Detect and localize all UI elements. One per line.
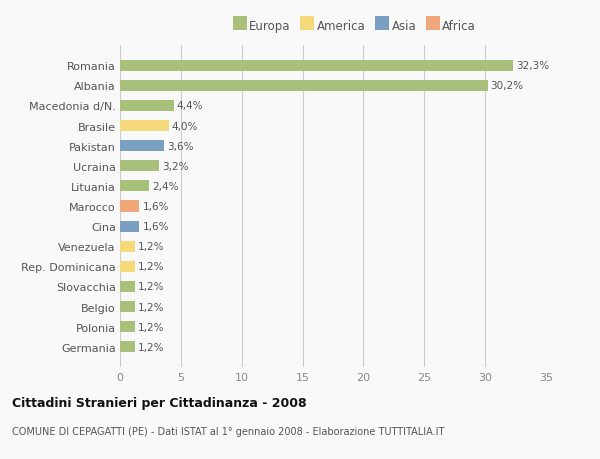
- Text: 1,2%: 1,2%: [137, 262, 164, 272]
- Text: 3,6%: 3,6%: [167, 141, 193, 151]
- Bar: [120, 321, 134, 332]
- Text: 1,6%: 1,6%: [143, 202, 169, 212]
- Text: 3,2%: 3,2%: [162, 162, 188, 171]
- Bar: [120, 101, 173, 112]
- Text: COMUNE DI CEPAGATTI (PE) - Dati ISTAT al 1° gennaio 2008 - Elaborazione TUTTITAL: COMUNE DI CEPAGATTI (PE) - Dati ISTAT al…: [12, 426, 445, 436]
- Bar: [120, 281, 134, 292]
- Text: 30,2%: 30,2%: [491, 81, 524, 91]
- Text: 1,2%: 1,2%: [137, 342, 164, 352]
- Legend: Europa, America, Asia, Africa: Europa, America, Asia, Africa: [233, 20, 476, 33]
- Bar: [120, 221, 139, 232]
- Text: 1,6%: 1,6%: [143, 222, 169, 232]
- Bar: [120, 241, 134, 252]
- Bar: [120, 181, 149, 192]
- Text: 1,2%: 1,2%: [137, 322, 164, 332]
- Text: 1,2%: 1,2%: [137, 242, 164, 252]
- Text: 32,3%: 32,3%: [516, 61, 550, 71]
- Bar: [120, 302, 134, 313]
- Bar: [120, 341, 134, 353]
- Text: 1,2%: 1,2%: [137, 282, 164, 292]
- Bar: [120, 81, 488, 92]
- Bar: [120, 161, 159, 172]
- Text: 4,4%: 4,4%: [176, 101, 203, 111]
- Text: Cittadini Stranieri per Cittadinanza - 2008: Cittadini Stranieri per Cittadinanza - 2…: [12, 396, 307, 409]
- Text: 2,4%: 2,4%: [152, 181, 179, 191]
- Text: 1,2%: 1,2%: [137, 302, 164, 312]
- Bar: [120, 61, 513, 72]
- Bar: [120, 261, 134, 272]
- Bar: [120, 201, 139, 212]
- Text: 4,0%: 4,0%: [172, 121, 198, 131]
- Bar: [120, 121, 169, 132]
- Bar: [120, 141, 164, 152]
